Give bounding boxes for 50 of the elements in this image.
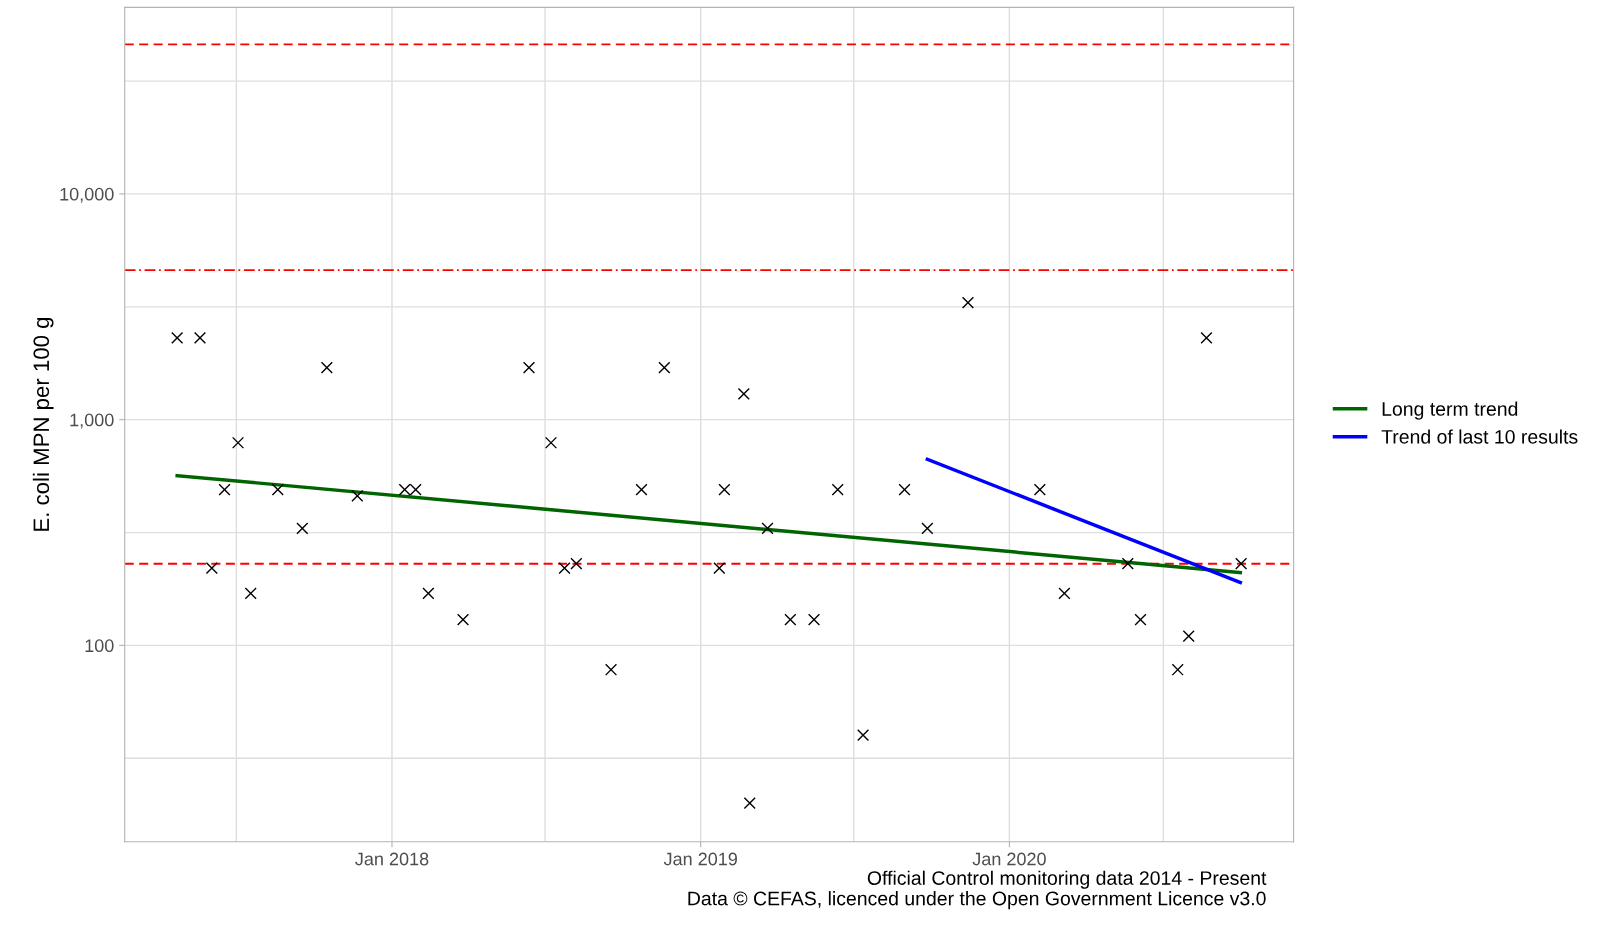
point xyxy=(218,483,231,496)
point xyxy=(171,331,184,345)
point xyxy=(271,483,284,496)
point xyxy=(784,613,797,626)
point xyxy=(351,489,364,502)
point xyxy=(921,522,934,535)
point xyxy=(422,587,435,600)
point xyxy=(296,522,309,535)
y-axis-title: E. coli MPN per 100 g xyxy=(32,317,54,531)
point xyxy=(544,436,558,449)
y-tick-label: 10,000 xyxy=(60,187,114,203)
point xyxy=(231,436,245,449)
point xyxy=(193,331,207,345)
point xyxy=(737,387,750,400)
point xyxy=(1235,557,1248,570)
x-tick-label: Jan 2020 xyxy=(972,852,1046,866)
point xyxy=(1171,663,1184,676)
y-tick-label: 1,000 xyxy=(70,413,114,429)
point xyxy=(961,296,975,309)
point xyxy=(898,483,911,496)
point xyxy=(1058,587,1071,600)
point xyxy=(1033,483,1046,496)
point xyxy=(713,562,726,575)
text: Data © CEFAS, licenced under the Open Government Licence v3.0 xyxy=(688,891,1266,910)
point xyxy=(718,483,731,496)
point xyxy=(1200,331,1213,345)
point xyxy=(1182,629,1195,643)
point xyxy=(522,361,536,374)
text: Official Control monitoring data 2014 - Present xyxy=(867,870,1267,889)
x-tick-label: Jan 2019 xyxy=(663,852,737,866)
point xyxy=(244,587,257,600)
point xyxy=(558,562,571,575)
point xyxy=(743,797,756,810)
point xyxy=(205,562,218,575)
legend-label: Long term trend xyxy=(1382,401,1518,420)
point xyxy=(761,522,774,535)
legend-label: Trend of last 10 results xyxy=(1381,429,1578,444)
y-tick-label: 100 xyxy=(85,639,114,653)
point xyxy=(456,613,470,626)
point xyxy=(1134,613,1147,626)
point xyxy=(635,483,648,496)
point xyxy=(831,483,844,496)
point xyxy=(604,663,618,676)
point xyxy=(320,361,333,374)
x-tick-label: Jan 2018 xyxy=(355,852,429,866)
point xyxy=(658,361,671,374)
point xyxy=(1121,557,1134,570)
point xyxy=(857,729,870,742)
point xyxy=(807,613,821,626)
point xyxy=(570,557,583,570)
